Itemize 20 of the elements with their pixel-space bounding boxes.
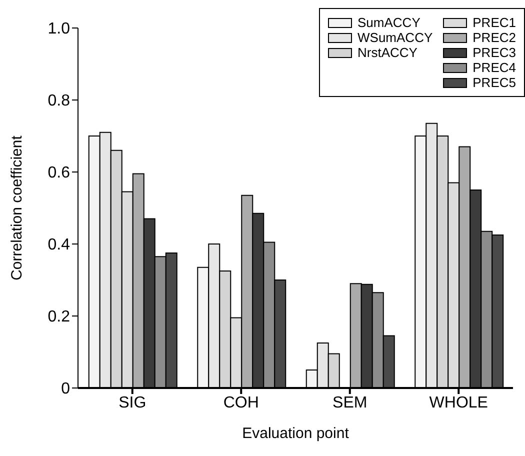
y-tick-label: 0 (61, 380, 70, 398)
y-tick-label: 0.2 (48, 308, 70, 326)
y-tick-label: 1.0 (48, 20, 70, 38)
y-tick-label: 0.6 (48, 164, 70, 182)
legend-label: PREC3 (472, 45, 516, 60)
legend-label: SumACCY (358, 15, 420, 30)
legend-label: PREC5 (472, 75, 516, 90)
x-tick-label: SIG (118, 394, 146, 412)
legend-label: WSumACCY (358, 30, 433, 45)
x-tick-label: SEM (332, 394, 368, 412)
y-axis-title: Correlation coefficient (8, 134, 26, 280)
x-tick-label: WHOLE (429, 394, 488, 412)
legend-label: PREC2 (472, 30, 516, 45)
x-axis-title: Evaluation point (242, 425, 350, 442)
y-tick-label: 0.4 (48, 236, 70, 254)
legend-label: PREC1 (472, 15, 516, 30)
x-tick-label: COH (223, 394, 259, 412)
y-tick-label: 0.8 (48, 92, 70, 110)
legend-label: NrstACCY (358, 45, 418, 60)
legend-label: PREC4 (472, 60, 516, 75)
